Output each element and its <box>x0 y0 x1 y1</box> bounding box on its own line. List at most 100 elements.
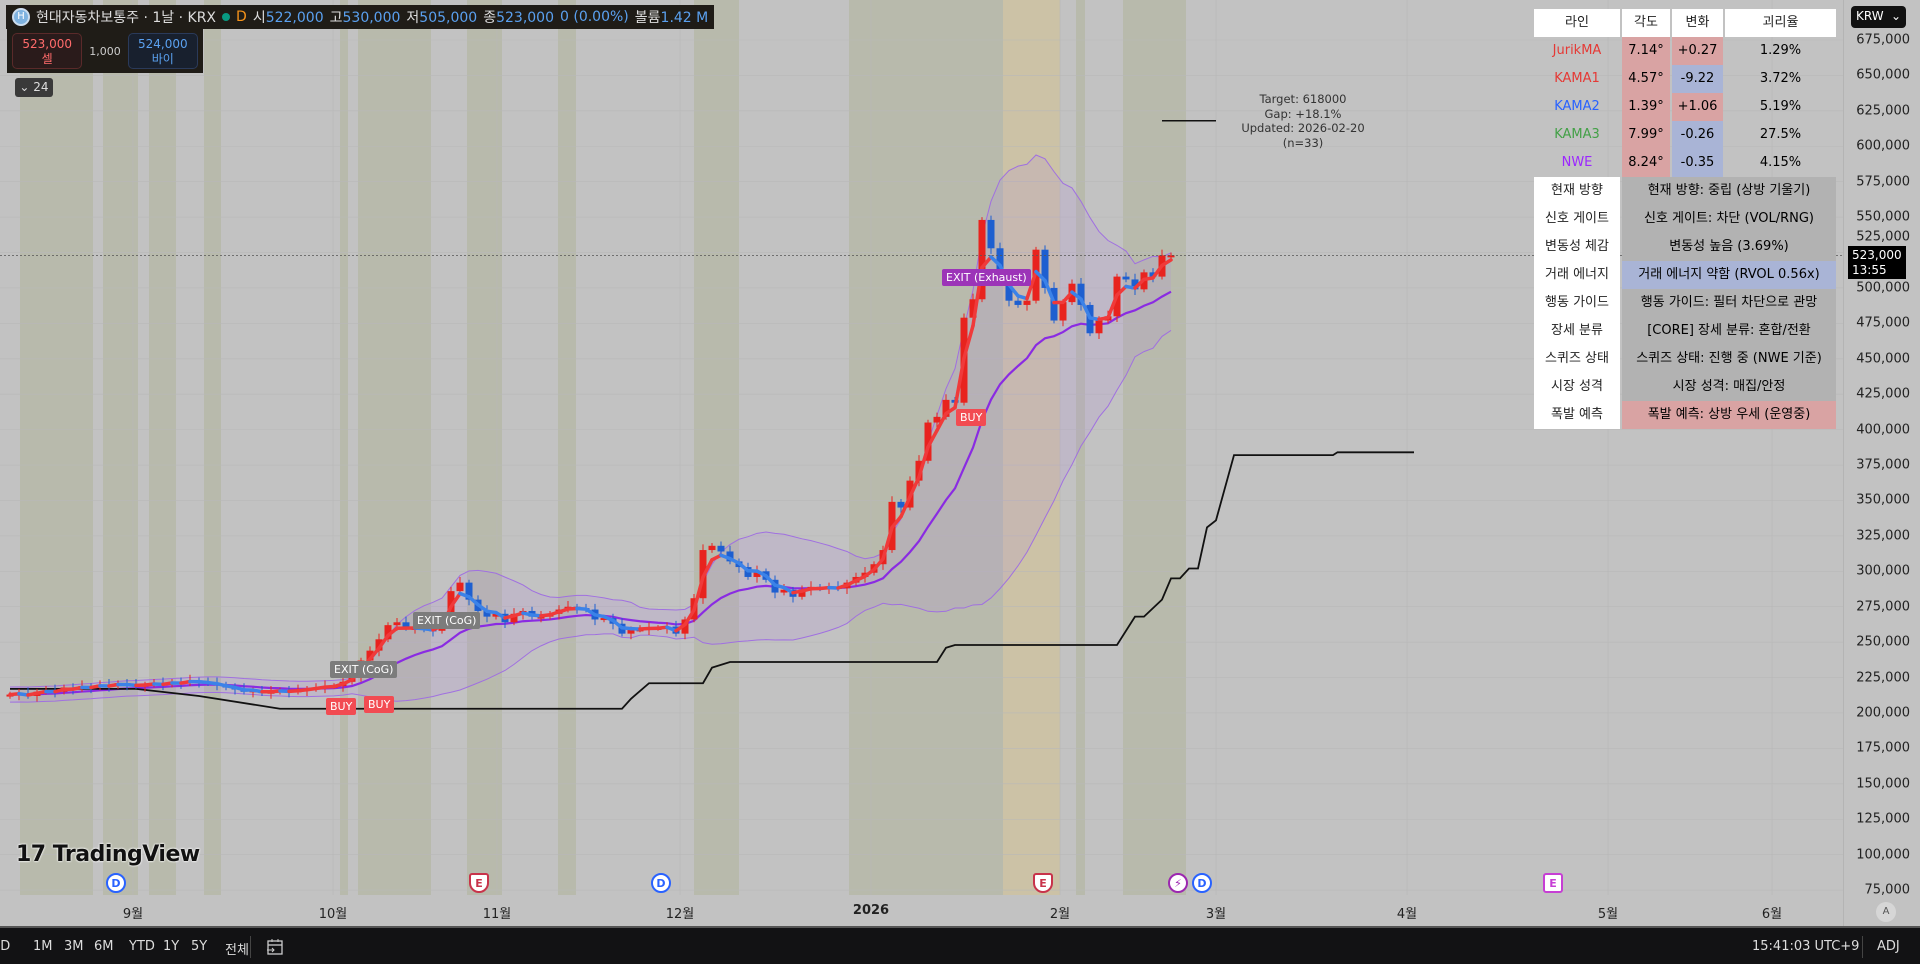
jurik-ma-segment <box>1043 278 1056 305</box>
range-button-1y[interactable]: 1Y <box>163 939 180 954</box>
market-status-dot-icon <box>222 13 231 21</box>
info-label: 거래 에너지 <box>1534 261 1620 289</box>
time-label: 4월 <box>1396 907 1418 922</box>
jurik-ma-segment <box>1007 283 1020 298</box>
regime-shade <box>558 0 576 895</box>
price-axis[interactable]: KRW ⌄ 675,000 650,000 625,000 600,000 575,000… <box>1843 0 1920 926</box>
range-button-ytd[interactable]: YTD <box>129 939 155 954</box>
adjustment-toggle[interactable]: ADJ <box>1877 939 1900 954</box>
symbol-legend[interactable]: H 현대자동차보통주 · 1날 · KRX D 시522,000 고530,00… <box>6 5 715 29</box>
ohlc-open: 시522,000 <box>253 7 324 27</box>
range-button-6m[interactable]: 6M <box>94 939 114 954</box>
price-tick: 125,000 <box>1856 811 1910 827</box>
ohlc-value: 530,000 <box>342 10 401 26</box>
line-angle: 7.14° <box>1622 37 1670 65</box>
jurik-ma-segment <box>1034 269 1047 283</box>
jurik-ma-segment <box>449 591 462 609</box>
signal-buy[interactable]: BUY <box>956 409 987 426</box>
earnings-event-icon[interactable]: E <box>1033 873 1053 893</box>
nwe-lower-band <box>9 330 1172 703</box>
gap-text: Gap: +18.1% <box>1264 106 1342 121</box>
dividend-event-icon[interactable]: D <box>1192 873 1212 893</box>
chart-area[interactable]: Target: 618000 Gap: +18.1% Updated: 2026… <box>0 0 1843 926</box>
price-tick: 225,000 <box>1856 670 1910 686</box>
time-label: 2026 <box>852 903 890 918</box>
ohlc-label: 저 <box>406 10 420 26</box>
count-text: (n=33) <box>1282 135 1324 150</box>
candle-body <box>726 551 734 562</box>
signal-buy[interactable]: BUY <box>326 698 357 715</box>
price-tick: 300,000 <box>1856 563 1910 579</box>
candle-body <box>402 622 410 628</box>
info-value: 시장 성격: 매집/안정 <box>1622 373 1836 401</box>
range-button-5y[interactable]: 5Y <box>191 939 208 954</box>
line-angle: 7.99° <box>1622 121 1670 149</box>
clock-timezone[interactable]: 15:41:03 UTC+9 <box>1752 939 1860 954</box>
signal-exit-cog[interactable]: EXIT (CoG) <box>413 612 481 629</box>
chart-canvas[interactable] <box>0 0 1843 926</box>
buy-button[interactable]: 524,000 바이 <box>127 33 198 69</box>
symbol-title[interactable]: 현대자동차보통주 · 1날 · KRX <box>36 10 217 26</box>
price-tick: 450,000 <box>1856 351 1910 367</box>
dividend-event-icon[interactable]: D <box>651 873 671 893</box>
auto-scale-button[interactable]: A <box>1876 902 1896 922</box>
symbol-logo-icon: H <box>12 8 30 26</box>
range-button-1m[interactable]: 1M <box>33 939 53 954</box>
candle-body <box>897 501 905 508</box>
updated-text: Updated: 2026-02-20 <box>1241 121 1365 135</box>
table-row: JurikMA 7.14° +0.27 1.29% <box>1534 37 1836 65</box>
jurik-ma-segment <box>980 255 993 270</box>
candle-body <box>375 639 383 651</box>
jurik-ma-segment <box>1115 284 1128 297</box>
info-label: 현재 방향 <box>1534 177 1620 205</box>
indicators-collapse-button[interactable]: ⌄ 24 <box>15 78 53 97</box>
jurik-ma-segment <box>674 622 687 633</box>
signal-exit-exhaust[interactable]: EXIT (Exhaust) <box>942 269 1031 286</box>
goto-date-calendar-icon[interactable] <box>265 937 285 957</box>
current-price-label: 523,000 13:55 <box>1848 246 1906 279</box>
candle-body <box>978 219 986 300</box>
time-label: 2월 <box>1049 907 1071 922</box>
ohlc-label: 종 <box>483 10 497 26</box>
candle-body <box>366 650 374 661</box>
signal-exit-cog[interactable]: EXIT (CoG) <box>330 661 398 678</box>
dividend-event-icon[interactable]: D <box>106 873 126 893</box>
range-button-3m[interactable]: 3M <box>64 939 84 954</box>
nwe-band-fill <box>10 155 1171 703</box>
price-tick: 675,000 <box>1856 32 1910 48</box>
earnings-event-icon[interactable]: E <box>469 873 489 893</box>
table-row: 거래 에너지 거래 에너지 약함 (RVOL 0.56x) <box>1534 261 1836 289</box>
time-label: 9월 <box>122 907 144 922</box>
info-value: 거래 에너지 약함 (RVOL 0.56x) <box>1622 261 1836 289</box>
interval-badge: D <box>236 9 247 25</box>
line-divergence: 27.5% <box>1759 127 1802 142</box>
currency-selector[interactable]: KRW ⌄ <box>1851 6 1906 28</box>
target-text: Target: 618000 <box>1259 92 1347 106</box>
upcoming-earnings-event-icon[interactable]: E <box>1543 873 1563 893</box>
price-tick: 250,000 <box>1856 634 1910 650</box>
price-tick: 75,000 <box>1864 882 1911 898</box>
candle-body <box>924 422 932 461</box>
candle-body <box>798 589 806 597</box>
candle-body <box>384 625 392 640</box>
bottom-toolbar: 5D 1M 3M 6M YTD 1Y 5Y 전체 15:41:03 UTC+9 ADJ <box>0 926 1920 964</box>
sell-button[interactable]: 523,000 셀 <box>12 33 83 69</box>
jurik-ma-segment <box>989 255 1002 268</box>
time-label: 12월 <box>665 907 695 922</box>
candle-body <box>969 299 977 318</box>
table-row: 라인 각도 변화 괴리율 <box>1534 9 1836 37</box>
regime-shade-highlight <box>1003 0 1040 895</box>
tradingview-logo[interactable]: 𝟭𝟳 TradingView <box>16 842 200 868</box>
jurik-ma-segment <box>701 558 714 579</box>
buy-label: 바이 <box>151 52 174 66</box>
range-button-전체[interactable]: 전체 <box>225 943 249 958</box>
line-change: +1.06 <box>1672 93 1723 121</box>
split-event-icon[interactable]: ⚡ <box>1168 873 1188 893</box>
range-button-5d[interactable]: 5D <box>0 939 11 954</box>
table-row: KAMA3 7.99° -0.26 27.5% <box>1534 121 1836 149</box>
price-tick: 600,000 <box>1856 138 1910 154</box>
table-row: KAMA1 4.57° -9.22 3.72% <box>1534 65 1836 93</box>
line-change: -0.35 <box>1672 149 1723 177</box>
sell-label: 셀 <box>41 52 53 66</box>
signal-buy[interactable]: BUY <box>364 696 395 713</box>
